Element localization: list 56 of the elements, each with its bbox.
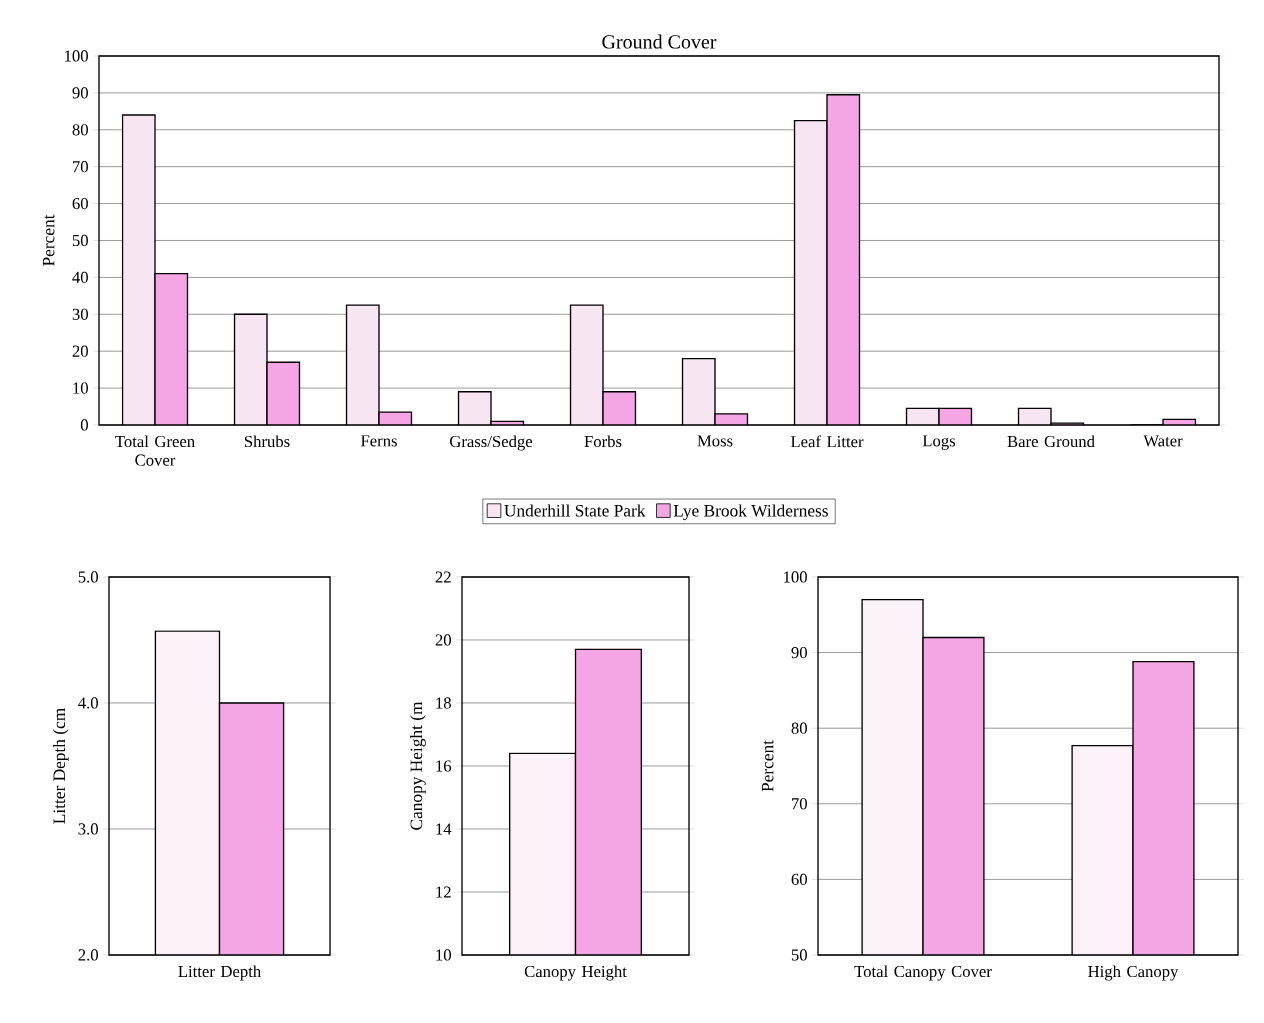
y-tick-label: 80 — [72, 124, 88, 136]
bar — [457, 391, 492, 425]
bar — [121, 114, 156, 425]
y-tick-label: 10 — [73, 382, 88, 394]
y-tick-label: 70 — [792, 798, 807, 810]
y-tick-label: 100 — [784, 571, 807, 583]
bar — [569, 304, 604, 425]
x-tick-label: Moss — [697, 435, 733, 447]
y-tick-label: 60 — [791, 873, 807, 886]
y-tick-label: 16 — [436, 760, 452, 772]
bar — [681, 357, 716, 425]
x-tick-label: Litter Depth — [178, 965, 261, 981]
y-tick-label: 100 — [65, 50, 88, 62]
y-tick-label: 0 — [80, 419, 88, 431]
y-tick-label: 50 — [791, 949, 807, 961]
y-tick-label: 90 — [72, 87, 88, 99]
x-tick-label: Leaf Litter — [790, 435, 864, 448]
x-tick-label: Total Canopy Cover — [854, 965, 992, 981]
y-tick-label: 60 — [72, 197, 88, 210]
y-tick-label: 5.0 — [78, 571, 98, 583]
x-tick-label: Water — [1143, 435, 1183, 447]
y-tick-label: 70 — [73, 161, 88, 173]
x-tick-label: Forbs — [584, 435, 622, 448]
y-tick-label: 10 — [436, 949, 451, 961]
y-tick-label: 80 — [791, 722, 807, 734]
y-tick-label: 12 — [436, 886, 451, 898]
y-tick-label: 4.0 — [78, 697, 98, 709]
x-tick-label: Ferns — [360, 435, 397, 447]
x-tick-label: High Canopy — [1088, 965, 1179, 981]
y-tick-label: 90 — [791, 646, 807, 659]
bar — [233, 313, 268, 425]
y-axis-title: Canopy Height (m — [410, 701, 426, 830]
x-tick-label: Total Green Cover — [115, 435, 195, 466]
bar — [345, 304, 380, 425]
y-tick-label: 18 — [436, 697, 451, 709]
y-axis-title: Percent — [761, 740, 774, 792]
x-tick-label: Shrubs — [244, 435, 290, 448]
bar — [793, 119, 828, 425]
y-tick-label: 30 — [72, 308, 88, 320]
chart-title: Ground Cover — [602, 34, 717, 49]
y-tick-label: 14 — [436, 823, 452, 835]
y-tick-label: 3.0 — [78, 823, 98, 835]
y-axis-title: Percent — [42, 214, 55, 266]
legend-label: Underhill State Park — [504, 504, 646, 517]
legend-label: Lye Brook Wilderness — [673, 504, 828, 521]
y-tick-label: 20 — [435, 634, 451, 646]
y-axis-title: Litter Depth (cm — [52, 708, 69, 824]
x-tick-label: Grass/Sedge — [450, 435, 533, 451]
x-tick-label: Logs — [922, 435, 956, 450]
x-tick-label: Canopy Height — [524, 965, 627, 981]
y-tick-label: 40 — [72, 271, 88, 284]
y-tick-label: 2.0 — [78, 949, 98, 961]
y-tick-label: 22 — [435, 571, 451, 583]
x-tick-label: Bare Ground — [1007, 435, 1095, 448]
y-tick-label: 20 — [72, 345, 88, 357]
y-tick-label: 50 — [72, 234, 88, 247]
